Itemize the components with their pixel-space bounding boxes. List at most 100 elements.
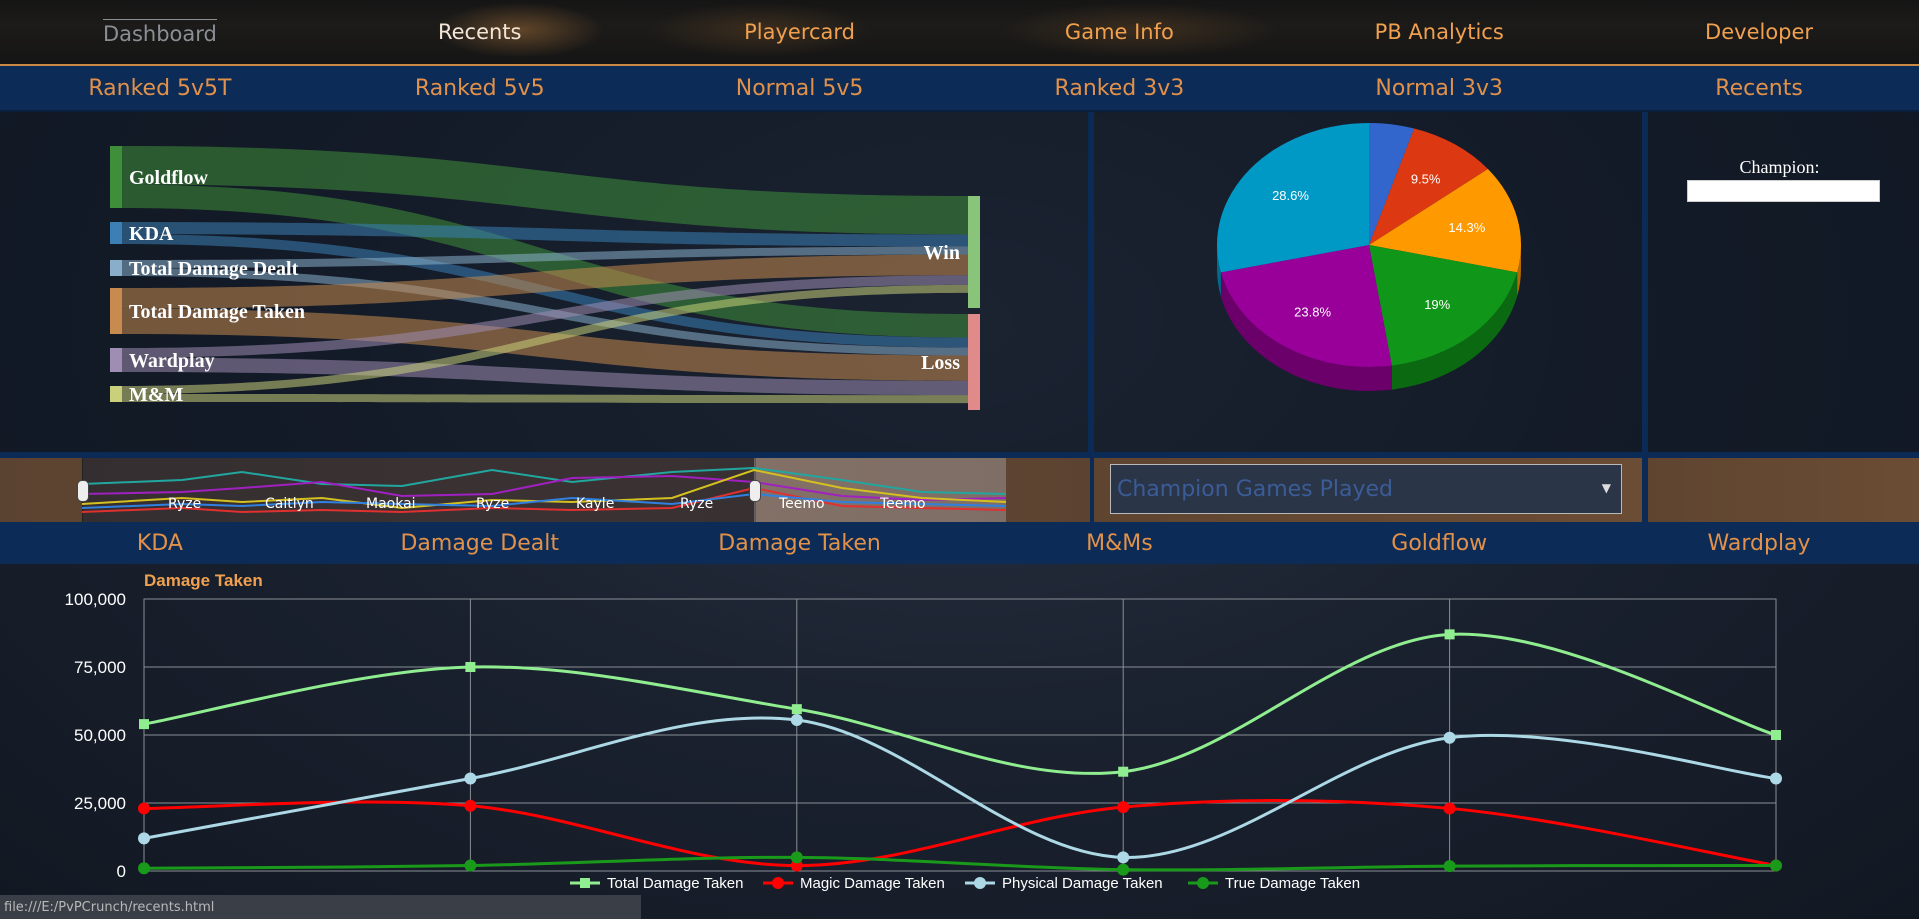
chart-data-point[interactable] [1770,859,1782,872]
queue-ranked-5v5t[interactable]: Ranked 5v5T [88,75,232,101]
pie-slice-label: 14.3% [1448,220,1485,235]
chart-data-point[interactable] [1443,802,1456,815]
chart-data-point[interactable] [1117,851,1130,864]
sankey-source-label: M&M [129,384,184,406]
sankey-link[interactable] [122,146,968,235]
chart-data-point[interactable] [1117,863,1130,876]
chart-data-point[interactable] [1118,766,1129,777]
chart-series-line [143,855,1777,872]
pie-sides [1217,245,1521,391]
sankey-link[interactable] [122,275,968,358]
chart-data-point[interactable] [464,772,477,785]
sankey-source-node[interactable] [110,222,122,244]
chart-series-line [143,632,1777,775]
chart-legend-item[interactable]: Magic Damage Taken [763,875,945,892]
chart-selector-area: Champion Games Played ▼ [1094,458,1642,522]
pie-slice[interactable] [1217,123,1369,273]
chart-legend-item[interactable]: Total Damage Taken [570,875,743,892]
chart-type-select[interactable]: Champion Games Played ▼ [1110,464,1622,514]
tab-goldflow[interactable]: Goldflow [1391,530,1488,556]
chart-data-point[interactable] [790,851,803,864]
chart-data-point[interactable] [1770,772,1782,785]
nav-developer-label: Developer [1705,20,1814,44]
tab-damage-dealt[interactable]: Damage Dealt [400,530,559,556]
nav-pb-analytics-label: PB Analytics [1374,20,1504,44]
chart-data-point[interactable] [138,802,150,815]
queue-ranked-3v3[interactable]: Ranked 3v3 [1054,75,1185,101]
tab-mms[interactable]: M&Ms [1086,530,1153,556]
queue-normal-3v3[interactable]: Normal 3v3 [1375,75,1504,101]
chart-data-point[interactable] [138,862,150,875]
chart-data-point[interactable] [790,714,803,727]
pie-slice[interactable] [1369,245,1518,366]
damage-taken-line-chart: Damage Taken 025,00050,00075,000100,000 … [65,571,1782,892]
sankey-links [122,146,968,404]
pie-slice-label: 9.5% [1411,172,1441,187]
queue-recents[interactable]: Recents [1715,75,1803,101]
pie-slice[interactable] [1369,128,1488,245]
tab-kda[interactable]: KDA [136,530,183,556]
chart-data-point[interactable] [139,719,149,730]
sankey-link[interactable] [122,308,968,381]
chart-legend-item[interactable]: True Damage Taken [1188,875,1360,892]
nav-game-info[interactable]: Game Info [959,0,1279,64]
pie-slice-side [1217,245,1221,297]
chart-data-point[interactable] [1443,860,1456,873]
sankey-link[interactable] [122,246,968,268]
sankey-source-node[interactable] [110,348,122,372]
pie-slice[interactable] [1369,123,1415,245]
chevron-down-icon: ▼ [1601,481,1611,495]
chart-legend-item[interactable]: Physical Damage Taken [965,875,1163,892]
queue-ranked-5v5[interactable]: Ranked 5v5 [414,75,545,101]
timeline-right-area [1648,458,1919,522]
sankey-target-node[interactable] [968,314,980,410]
tab-wardplay[interactable]: Wardplay [1707,530,1811,556]
timeline-left-handle[interactable] [77,480,89,502]
sankey-link[interactable] [122,284,968,394]
chart-data-point[interactable] [1771,730,1781,740]
nav-dashboard[interactable]: Dashboard [0,0,320,64]
chart-data-point[interactable] [464,799,477,812]
sankey-source-node[interactable] [110,260,122,276]
sankey-source-node[interactable] [110,288,122,334]
chart-legend-label: Physical Damage Taken [1002,875,1163,892]
chart-data-point[interactable] [1444,629,1455,640]
sankey-source-node[interactable] [110,386,122,402]
sankey-target-node[interactable] [968,196,980,308]
chart-data-point[interactable] [465,662,476,672]
nav-pb-analytics[interactable]: PB Analytics [1279,0,1599,64]
champion-filter-input[interactable] [1687,180,1880,202]
panel-divider [1088,112,1094,522]
nav-playercard[interactable]: Playercard [640,0,960,64]
timeline-unselected-range[interactable] [754,458,1006,522]
sankey-link[interactable] [122,394,968,404]
sankey-source-node[interactable] [110,146,122,208]
timeline-label: Kayle [576,496,615,512]
chart-y-tick-label: 25,000 [74,794,126,813]
top-navigation: Dashboard Recents Playercard Game Info P… [0,0,1919,66]
queue-normal-5v5[interactable]: Normal 5v5 [735,75,864,101]
tab-damage-taken[interactable]: Damage Taken [718,530,881,556]
chart-data-point[interactable] [138,832,150,845]
chart-data-point[interactable] [1117,801,1130,814]
champion-pie-chart: 9.5% 14.3% 19% 23.8% 28.6% [1217,123,1521,391]
timeline-label: Ryze [168,496,202,512]
timeline-label: Maokai [366,496,416,512]
pie-slice-label: 28.6% [1272,188,1309,203]
chart-legend-label: True Damage Taken [1225,875,1360,892]
nav-recents[interactable]: Recents [320,0,640,64]
sankey-link[interactable] [122,222,968,247]
sankey-link[interactable] [122,357,968,396]
pie-slice[interactable] [1220,245,1392,367]
chart-y-tick-label: 50,000 [74,726,126,745]
chart-data-point[interactable] [791,704,802,715]
pie-slice[interactable] [1369,169,1521,273]
pie-slice-label: 23.8% [1294,305,1331,320]
pie-slice-side [1220,272,1392,391]
chart-data-point[interactable] [1443,731,1456,744]
nav-developer[interactable]: Developer [1599,0,1919,64]
chart-legend-label: Total Damage Taken [607,875,743,892]
chart-data-point[interactable] [464,859,477,872]
sankey-link[interactable] [122,254,968,309]
timeline-right-handle[interactable] [749,480,761,502]
